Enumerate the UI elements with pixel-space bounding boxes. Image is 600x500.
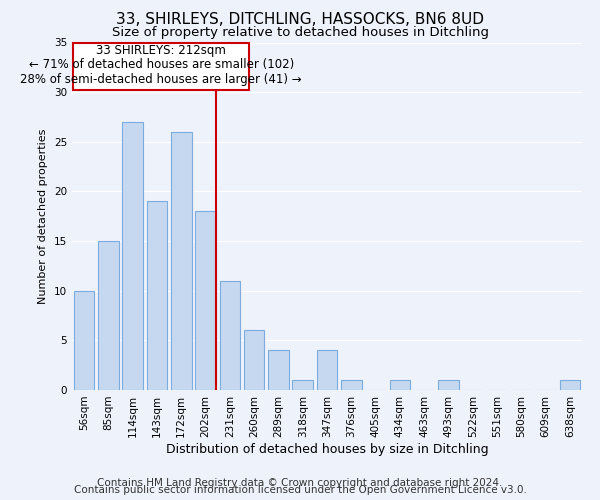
Text: 28% of semi-detached houses are larger (41) →: 28% of semi-detached houses are larger (… (20, 72, 302, 86)
Bar (317, 350, 337, 390)
Text: 33 SHIRLEYS: 212sqm: 33 SHIRLEYS: 212sqm (97, 44, 226, 57)
Bar (74, 290, 94, 390)
Text: ← 71% of detached houses are smaller (102): ← 71% of detached houses are smaller (10… (29, 58, 294, 71)
Bar (268, 350, 289, 390)
Text: 33, SHIRLEYS, DITCHLING, HASSOCKS, BN6 8UD: 33, SHIRLEYS, DITCHLING, HASSOCKS, BN6 8… (116, 12, 484, 28)
Bar (146, 202, 167, 390)
Bar (341, 380, 362, 390)
Bar (438, 380, 459, 390)
Bar (171, 132, 191, 390)
Bar (389, 380, 410, 390)
Text: Contains public sector information licensed under the Open Government Licence v3: Contains public sector information licen… (74, 485, 526, 495)
FancyBboxPatch shape (73, 42, 249, 90)
Bar (292, 380, 313, 390)
Bar (122, 122, 143, 390)
Text: Contains HM Land Registry data © Crown copyright and database right 2024.: Contains HM Land Registry data © Crown c… (97, 478, 503, 488)
Bar (560, 380, 580, 390)
Text: Size of property relative to detached houses in Ditchling: Size of property relative to detached ho… (112, 26, 488, 39)
Bar (220, 281, 240, 390)
X-axis label: Distribution of detached houses by size in Ditchling: Distribution of detached houses by size … (166, 442, 488, 456)
Bar (244, 330, 265, 390)
Y-axis label: Number of detached properties: Number of detached properties (38, 128, 49, 304)
Bar (195, 212, 216, 390)
Bar (98, 241, 119, 390)
